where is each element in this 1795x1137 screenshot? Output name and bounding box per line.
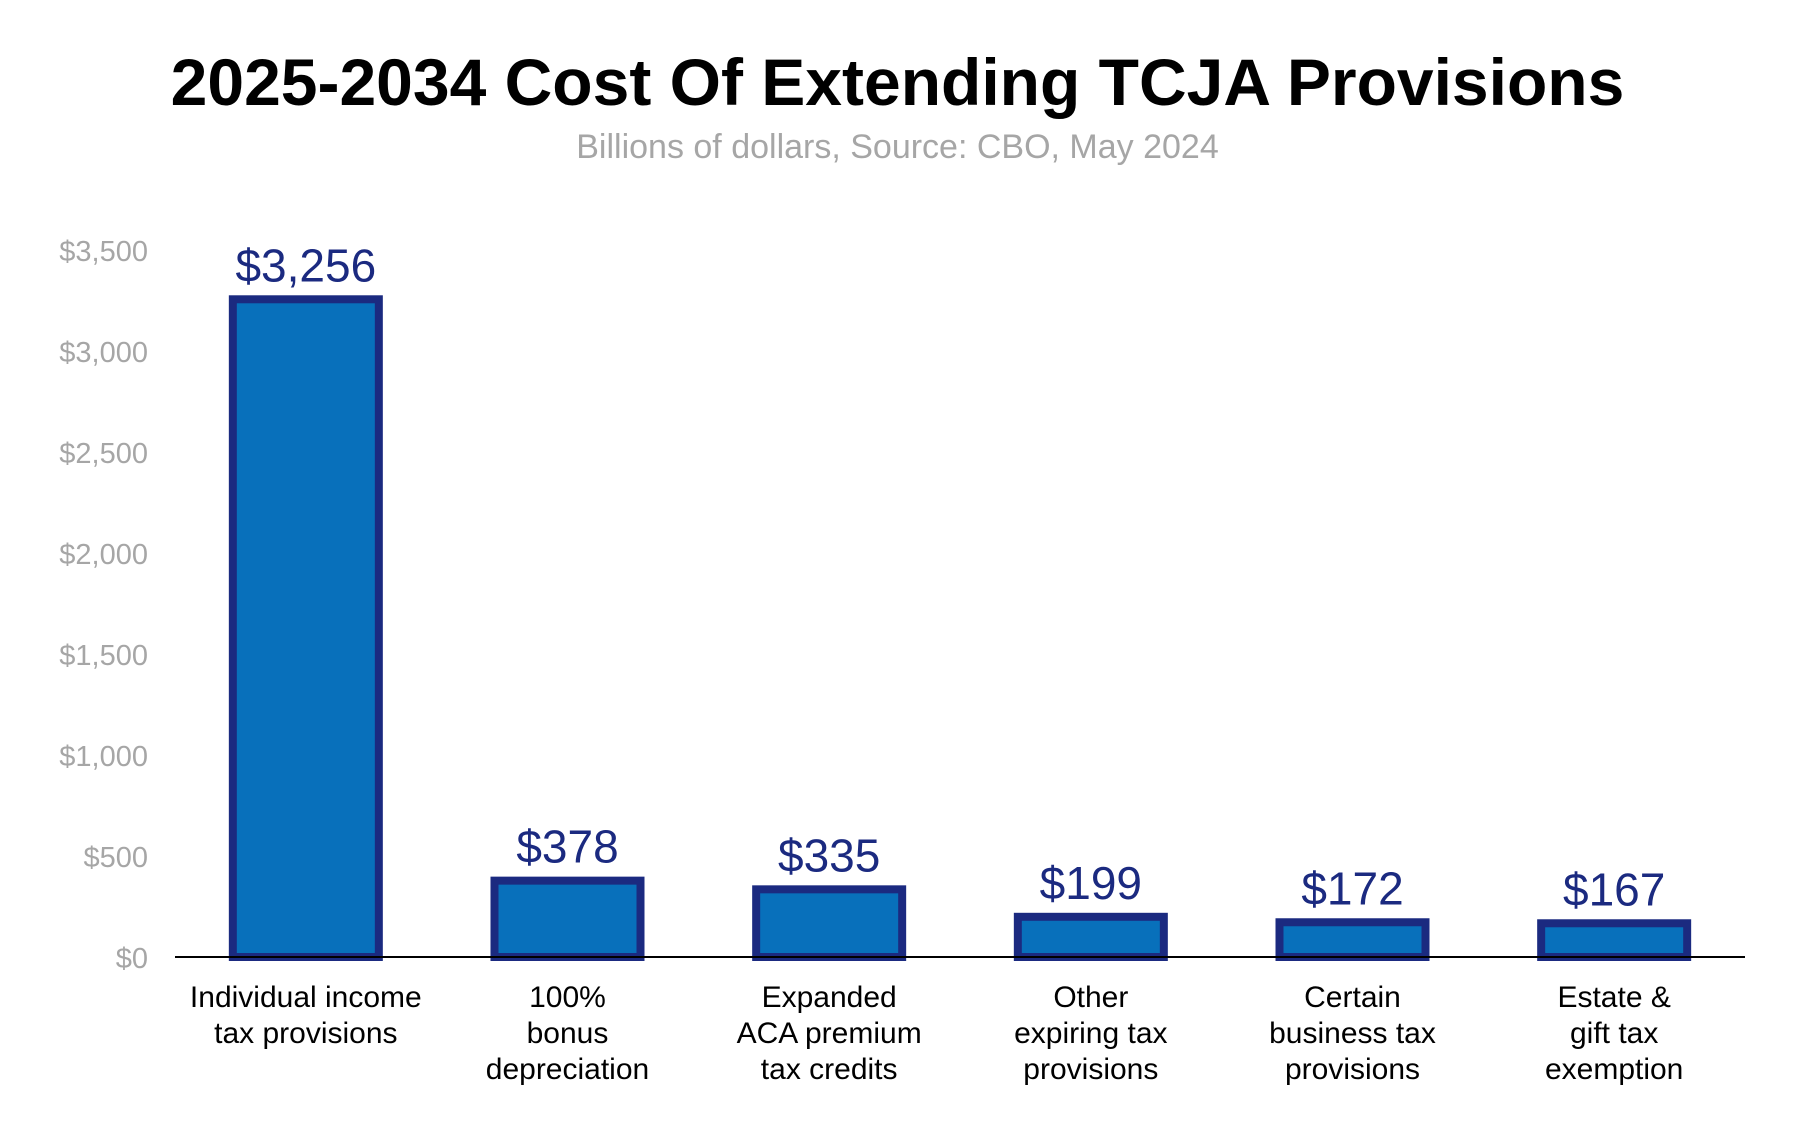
- bar: [490, 876, 645, 961]
- category-label: Certain: [1304, 981, 1401, 1014]
- category-label: provisions: [1023, 1053, 1158, 1086]
- category-label: exemption: [1545, 1053, 1683, 1086]
- y-tick-label: $3,000: [59, 337, 148, 369]
- category-label: bonus: [527, 1017, 609, 1050]
- data-label: $335: [778, 829, 880, 881]
- category-label: expiring tax: [1014, 1017, 1167, 1050]
- data-label: $378: [516, 821, 618, 873]
- category-label: Other: [1053, 981, 1128, 1014]
- y-tick-label: $0: [116, 943, 148, 975]
- y-tick-label: $2,000: [59, 539, 148, 571]
- category-label: depreciation: [486, 1053, 649, 1086]
- y-tick-label: $3,500: [59, 236, 148, 268]
- bar: [752, 885, 907, 962]
- chart-title: 2025-2034 Cost Of Extending TCJA Provisi…: [170, 45, 1625, 119]
- category-label: Individual income: [190, 981, 422, 1014]
- y-tick-label: $1,500: [59, 640, 148, 672]
- category-label: gift tax: [1570, 1017, 1658, 1050]
- category-label: Expanded: [762, 981, 897, 1014]
- data-label: $167: [1563, 863, 1665, 915]
- category-label: Estate &: [1557, 981, 1670, 1014]
- bar: [1537, 919, 1692, 961]
- y-tick-label: $2,500: [59, 438, 148, 470]
- category-label: 100%: [529, 981, 606, 1014]
- category-label: tax credits: [761, 1053, 898, 1086]
- y-tick-label: $500: [83, 842, 148, 874]
- category-label: tax provisions: [214, 1017, 397, 1050]
- data-label: $3,256: [235, 239, 376, 291]
- data-label: $172: [1301, 862, 1403, 914]
- bar: [1275, 918, 1430, 961]
- category-label: ACA premium: [737, 1017, 922, 1050]
- category-label: business tax: [1269, 1017, 1436, 1050]
- category-label: provisions: [1285, 1053, 1420, 1086]
- bar: [1013, 912, 1168, 961]
- bar: [228, 295, 383, 961]
- y-tick-label: $1,000: [59, 741, 148, 773]
- chart-subtitle: Billions of dollars, Source: CBO, May 20…: [576, 128, 1219, 166]
- data-label: $199: [1040, 857, 1142, 909]
